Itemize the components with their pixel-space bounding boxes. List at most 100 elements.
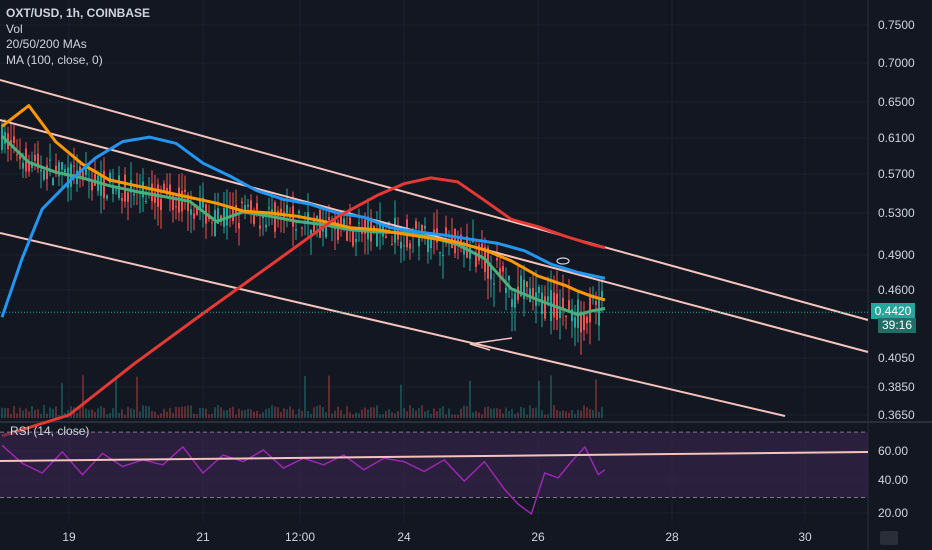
volume-bar <box>265 408 267 418</box>
candle-body <box>61 162 63 170</box>
candle-body <box>343 218 345 228</box>
candle-body <box>586 316 588 323</box>
volume-bar <box>274 406 276 418</box>
candle-body <box>211 222 213 224</box>
channel-line-2 <box>0 232 786 417</box>
price-tick-label: 0.6500 <box>878 95 915 109</box>
candle-body <box>22 162 24 169</box>
volume-bar <box>364 407 366 418</box>
volume-bar <box>370 407 372 418</box>
volume-bar <box>151 411 153 418</box>
volume-bar <box>178 407 180 418</box>
volume-bar <box>181 406 183 418</box>
candle-body <box>499 268 501 276</box>
candle-body <box>286 204 288 213</box>
candle-body <box>466 236 468 258</box>
volume-bar <box>493 408 495 418</box>
volume-bar <box>325 412 327 418</box>
volume-bar <box>463 405 465 418</box>
volume-bar <box>598 411 600 418</box>
candle-body <box>571 309 573 322</box>
candle-body <box>409 243 411 249</box>
candle-body <box>502 266 504 272</box>
candle-body <box>523 279 525 299</box>
volume-bar <box>259 414 261 418</box>
candle-body <box>133 193 135 196</box>
candle-body <box>298 211 300 213</box>
candle-body <box>430 237 432 249</box>
volume-bar <box>457 414 459 418</box>
volume-bar <box>142 405 144 418</box>
volume-bar <box>571 409 573 418</box>
volume-bar <box>229 408 231 418</box>
chart-legend: OXT/USD, 1h, COINBASE Vol 20/50/200 MAs … <box>6 6 150 68</box>
candle-body <box>403 245 405 247</box>
candle-body <box>325 221 327 238</box>
volume-bar <box>502 413 504 418</box>
volume-bar <box>313 407 315 418</box>
candle-body <box>55 165 57 173</box>
volume-bar <box>445 414 447 418</box>
ma100-legend[interactable]: MA (100, close, 0) <box>6 52 103 67</box>
volume-bar <box>544 414 546 418</box>
volume-bar <box>307 410 309 418</box>
rsi-legend[interactable]: RSI (14, close) <box>10 424 90 438</box>
volume-bar <box>298 408 300 418</box>
candle-body <box>352 231 354 246</box>
volume-bar <box>157 414 159 418</box>
candle-body <box>28 161 30 172</box>
volume-bar <box>58 414 60 418</box>
volume-bar <box>169 407 171 418</box>
symbol-title[interactable]: OXT/USD, 1h, COINBASE <box>6 6 151 20</box>
volume-bar <box>481 414 483 418</box>
candle-body <box>598 296 600 326</box>
candle-body <box>268 207 270 209</box>
volume-bar <box>244 410 246 418</box>
volume-bar <box>586 407 588 418</box>
candle-body <box>121 198 123 201</box>
volume-bar <box>49 407 51 418</box>
volume-bar <box>454 414 456 418</box>
candle-body <box>313 218 315 233</box>
volume-legend[interactable]: Vol <box>6 21 23 36</box>
time-tick-label: 28 <box>665 530 679 544</box>
mas-legend[interactable]: 20/50/200 MAs <box>6 37 87 51</box>
candle-body <box>67 167 69 188</box>
candle-body <box>34 154 36 161</box>
volume-bar <box>361 409 363 418</box>
volume-bar <box>103 407 105 418</box>
candle-body <box>589 293 591 323</box>
volume-bar <box>166 411 168 418</box>
price-tick-label: 0.7000 <box>878 56 915 70</box>
candle-body <box>355 239 357 243</box>
volume-bar <box>10 413 12 418</box>
candle-body <box>439 252 441 254</box>
candle-body <box>46 165 48 180</box>
candle-body <box>457 239 459 242</box>
volume-bar <box>55 406 57 418</box>
volume-bar <box>112 408 114 418</box>
volume-bar <box>451 414 453 418</box>
volume-bar <box>1 407 3 418</box>
price-tick-label: 0.3850 <box>878 380 915 394</box>
volume-bar <box>418 408 420 418</box>
price-axis[interactable]: 0.7500 0.7000 0.6500 0.6100 0.5700 0.5300 0.49… <box>878 18 915 520</box>
volume-bar <box>595 379 597 418</box>
volume-bar <box>238 408 240 418</box>
channel-line-0 <box>0 79 869 321</box>
candle-body <box>58 162 60 177</box>
volume-bar <box>256 411 258 418</box>
volume-bar <box>442 406 444 418</box>
volume-bar <box>25 408 27 418</box>
volume-bar <box>487 406 489 418</box>
candle-body <box>295 229 297 231</box>
time-axis[interactable]: 19 21 12:00 24 26 28 30 <box>62 530 812 544</box>
price-tick-label: 0.5300 <box>878 206 915 220</box>
volume-bar <box>565 411 567 418</box>
volume-bar <box>196 414 198 418</box>
volume-bar <box>223 410 225 418</box>
volume-bar <box>340 409 342 418</box>
volume-bar <box>199 407 201 418</box>
volume-bar <box>250 409 252 418</box>
